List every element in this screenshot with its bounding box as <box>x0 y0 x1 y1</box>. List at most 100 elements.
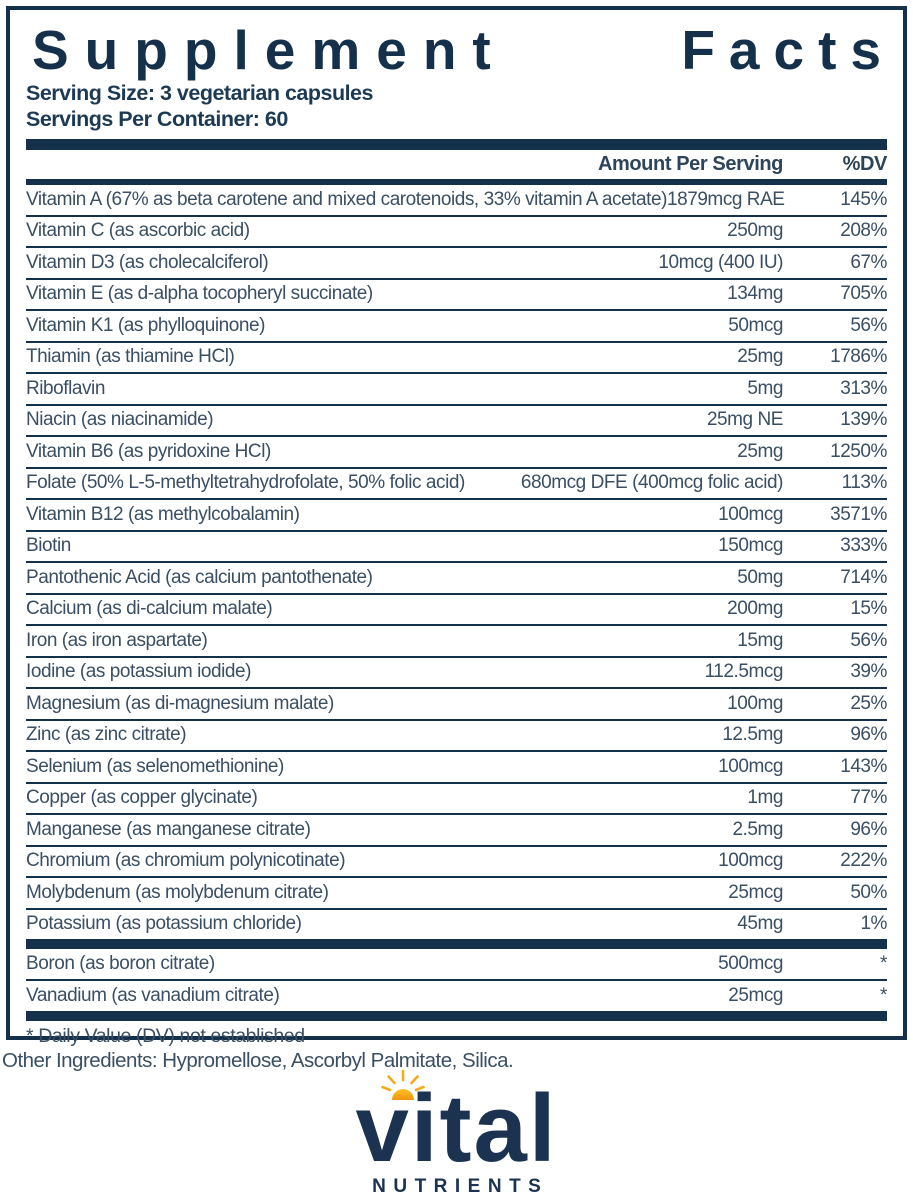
nutrient-dv: 67% <box>850 251 887 273</box>
brand-wordmark: vital <box>355 1069 557 1177</box>
nutrient-amount: 25mg <box>737 440 783 462</box>
nutrient-name: Thiamin (as thiamine HCl) <box>26 346 235 368</box>
table-row: Vitamin K1 (as phylloquinone) 50mcg 56% <box>26 309 887 341</box>
nutrient-amount: 12.5mg <box>722 724 783 746</box>
nutrient-dv: 77% <box>850 787 887 809</box>
nutrient-name: Vitamin E (as d-alpha tocopheryl succina… <box>26 283 373 305</box>
nutrient-dv: 139% <box>840 409 887 431</box>
nutrient-dv: 56% <box>850 314 887 336</box>
divider-bar-sub <box>26 939 887 949</box>
nutrient-dv: 56% <box>850 629 887 651</box>
nutrient-name: Vitamin B6 (as pyridoxine HCl) <box>26 440 271 462</box>
nutrient-name: Manganese (as manganese citrate) <box>26 818 311 840</box>
table-header: Amount Per Serving %DV <box>26 150 887 179</box>
nutrient-name: Biotin <box>26 535 71 557</box>
nutrient-amount: 100mcg <box>718 503 783 525</box>
nutrient-rows: Vitamin A (67% as beta carotene and mixe… <box>26 185 887 939</box>
table-row: Vitamin C (as ascorbic acid) 250mg 208% <box>26 214 887 247</box>
table-row: Iodine (as potassium iodide) 112.5mcg 39… <box>26 655 887 688</box>
nutrient-name: Copper (as copper glycinate) <box>26 787 258 809</box>
nutrient-dv: 96% <box>850 724 887 746</box>
table-row: Biotin 150mcg 333% <box>26 529 887 562</box>
nutrient-amount: 112.5mcg <box>704 661 784 683</box>
table-row: Folate (50% L-5-methyltetrahydrofolate, … <box>26 466 888 499</box>
table-row: Vitamin A (67% as beta carotene and mixe… <box>26 185 887 215</box>
nutrient-amount: 680mcg DFE (400mcg folic acid) <box>520 472 784 494</box>
nutrient-dv: 15% <box>850 598 887 620</box>
sun-icon <box>380 1069 425 1100</box>
nutrient-amount: 100mcg <box>718 850 783 872</box>
nutrient-dv: 143% <box>840 755 887 777</box>
nutrient-name: Vitamin A (67% as beta carotene and mixe… <box>26 188 667 210</box>
nutrient-dv: 1% <box>860 913 887 935</box>
nutrient-name: Vanadium (as vanadium citrate) <box>26 985 280 1006</box>
nutrient-name: Boron (as boron citrate) <box>26 953 215 974</box>
table-row: Copper (as copper glycinate) 1mg 77% <box>26 781 887 814</box>
nutrient-amount: 25mcg <box>728 881 783 903</box>
brand-name: vital <box>355 1075 558 1182</box>
table-row: Vanadium (as vanadium citrate) 25mcg * <box>26 979 887 1011</box>
divider-bar-header <box>26 179 887 185</box>
nutrient-name: Vitamin K1 (as phylloquinone) <box>26 314 266 336</box>
nutrient-name: Iodine (as potassium iodide) <box>26 661 252 683</box>
nutrient-dv: * <box>880 985 887 1006</box>
divider-bar-top <box>26 139 887 150</box>
header-percent-dv: %DV <box>842 153 888 175</box>
nutrient-name: Folate (50% L-5-methyltetrahydrofolate, … <box>26 472 465 494</box>
nutrient-dv: 50% <box>850 881 887 903</box>
nutrient-amount: 10mcg (400 IU) <box>658 251 783 273</box>
nutrient-name: Potassium (as potassium chloride) <box>26 913 302 935</box>
brand-tagline: NUTRIENTS <box>372 1176 549 1197</box>
nutrient-name: Vitamin B12 (as methylcobalamin) <box>26 503 300 525</box>
nutrient-amount: 45mg <box>737 913 783 935</box>
nutrient-dv: 3571% <box>830 503 887 525</box>
nutrient-name: Magnesium (as di-magnesium malate) <box>26 692 334 714</box>
nutrient-amount: 150mcg <box>718 535 783 557</box>
nutrient-amount: 5mg <box>747 377 783 399</box>
table-row: Vitamin B12 (as methylcobalamin) 100mcg … <box>26 498 887 530</box>
nutrient-name: Iron (as iron aspartate) <box>26 629 208 651</box>
serving-size: Serving Size: 3 vegetarian capsules <box>26 81 373 105</box>
table-row: Selenium (as selenomethionine) 100mcg 14… <box>26 750 887 782</box>
table-row: Iron (as iron aspartate) 15mg 56% <box>26 624 887 656</box>
table-row: Thiamin (as thiamine HCl) 25mg 1786% <box>26 340 887 373</box>
table-row: Calcium (as di-calcium malate) 200mg 15% <box>26 592 887 625</box>
nutrient-name: Vitamin D3 (as cholecalciferol) <box>26 251 269 273</box>
nutrient-name: Riboflavin <box>26 377 105 399</box>
supplement-facts-panel: Supplement Facts Serving Size: 3 vegetar… <box>6 6 907 1047</box>
nutrient-name: Selenium (as selenomethionine) <box>26 755 284 777</box>
other-ingredients: Other Ingredients: Hypromellose, Ascorby… <box>2 1049 514 1072</box>
table-row: Pantothenic Acid (as calcium pantothenat… <box>26 561 887 593</box>
table-row: Chromium (as chromium polynicotinate) 10… <box>26 844 887 877</box>
table-row: Riboflavin 5mg 313% <box>26 372 887 404</box>
header-amount-per-serving: Amount Per Serving <box>597 153 783 175</box>
nutrient-amount: 134mg <box>727 283 783 305</box>
nutrient-amount: 200mg <box>727 598 783 620</box>
nutrient-dv: 96% <box>850 818 887 840</box>
nutrient-amount: 25mg <box>737 346 783 368</box>
nutrient-name: Calcium (as di-calcium malate) <box>26 598 273 620</box>
nutrient-amount: 50mg <box>737 566 783 588</box>
brand-logo: vital NUTRIENTS <box>0 1069 913 1198</box>
nutrient-dv: 1250% <box>830 440 887 462</box>
table-row: Vitamin B6 (as pyridoxine HCl) 25mg 1250… <box>26 435 887 467</box>
nutrient-amount: 1mg <box>747 787 783 809</box>
nutrient-amount: 500mcg <box>718 953 783 974</box>
nutrient-amount: 50mcg <box>728 314 783 336</box>
nutrient-dv: 222% <box>840 850 887 872</box>
table-row: Magnesium (as di-magnesium malate) 100mg… <box>26 687 887 719</box>
nutrient-dv: 705% <box>840 283 887 305</box>
nutrient-amount: 2.5mg <box>732 818 783 840</box>
title-word-supplement: Supplement <box>32 19 507 81</box>
nutrient-dv: 145% <box>840 188 887 210</box>
servings-per-container: Servings Per Container: 60 <box>26 107 288 131</box>
nutrient-dv: 113% <box>841 472 888 494</box>
nutrient-name: Vitamin C (as ascorbic acid) <box>26 220 250 242</box>
table-row: Boron (as boron citrate) 500mcg * <box>26 949 887 979</box>
title-word-facts: Facts <box>681 19 895 81</box>
table-row: Niacin (as niacinamide) 25mg NE 139% <box>26 403 887 436</box>
no-dv-nutrient-rows: Boron (as boron citrate) 500mcg * Vanadi… <box>26 949 887 1011</box>
nutrient-name: Niacin (as niacinamide) <box>26 409 214 431</box>
nutrient-dv: 714% <box>840 566 887 588</box>
